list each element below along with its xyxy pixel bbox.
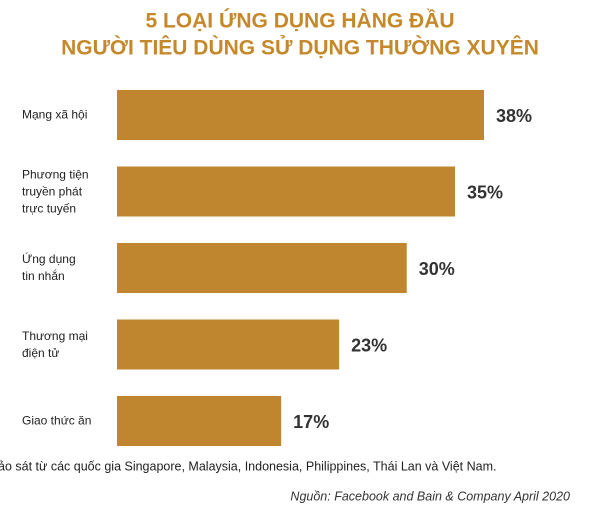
bar [117,319,340,370]
category-label: Mạng xã hội [22,107,88,122]
bar [117,90,484,140]
source: Nguồn: Facebook and Bain & Company April… [290,489,570,503]
value-label: 23% [351,335,387,355]
value-label: 38% [496,106,532,126]
value-label: 17% [293,412,329,432]
bar [117,396,282,446]
category-label: Thương mại điện tử [22,328,88,360]
chart-title: NGƯỜI TIÊU DÙNG SỬ DỤNG THƯỜNG XUYÊN [61,36,539,60]
category-label: Giao thức ăn [22,413,92,428]
bar [117,243,407,293]
footnote: ảo sát từ các quốc gia Singapore, Malays… [0,459,496,473]
category-label: Ứng dụng tin nhắn [22,252,76,283]
value-label: 35% [467,182,503,202]
bar [117,166,456,217]
chart-title: 5 LOẠI ỨNG DỤNG HÀNG ĐẦU [145,9,454,33]
value-label: 30% [419,259,455,279]
category-label: Phương tiện truyền phát trực tuyến [22,167,89,215]
